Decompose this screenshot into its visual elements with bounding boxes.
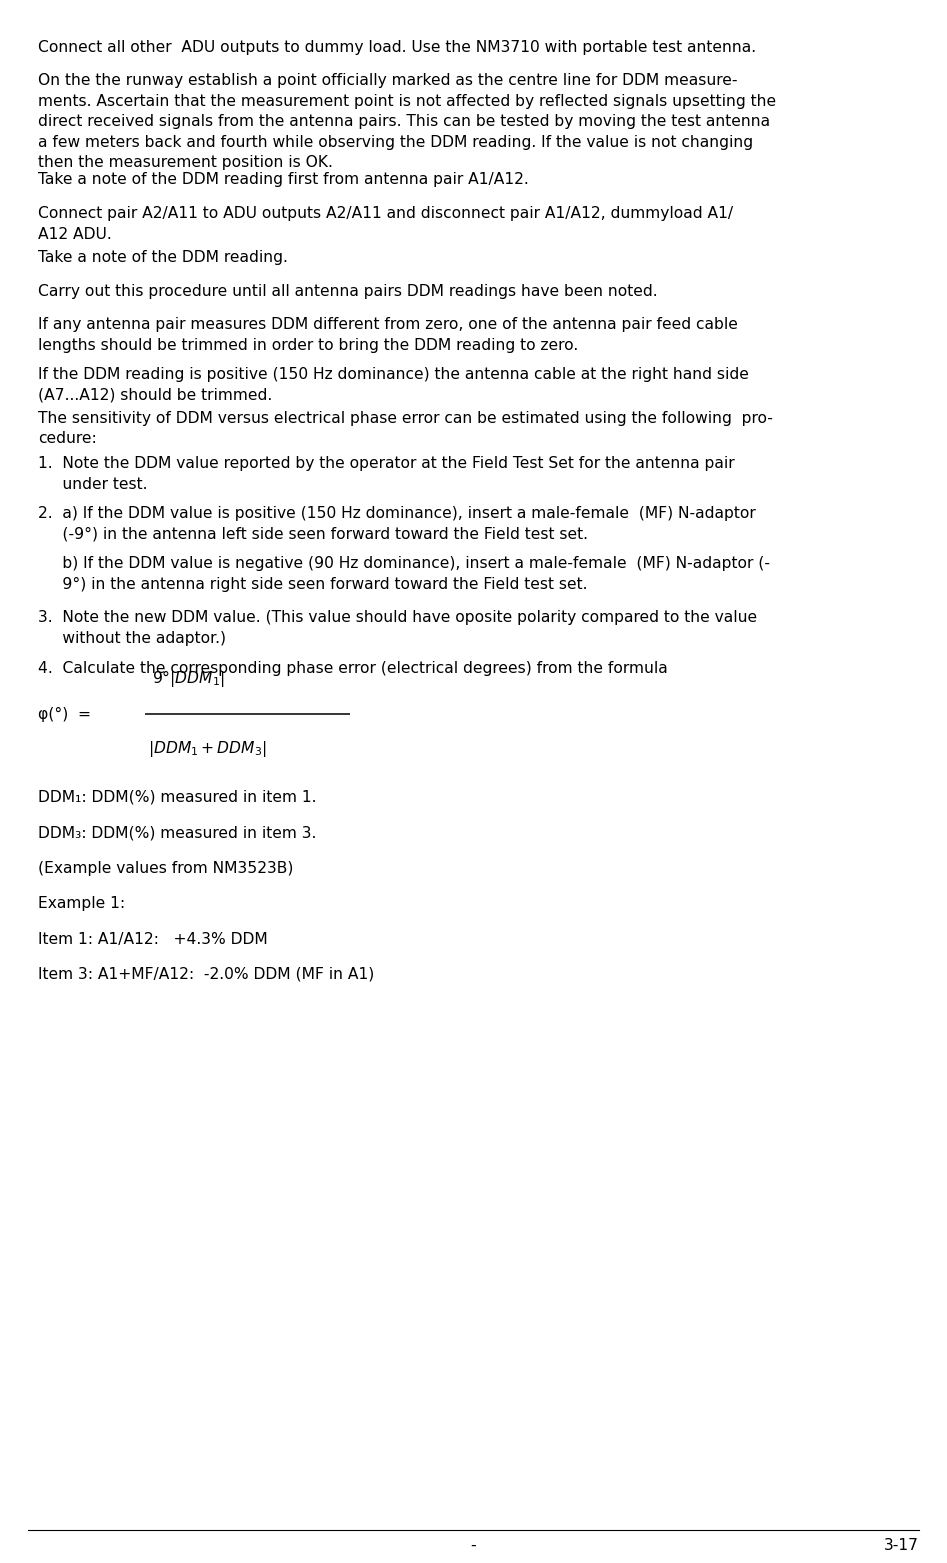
Text: On the the runway establish a point officially marked as the centre line for DDM: On the the runway establish a point offi… [38,73,776,170]
Text: -: - [471,1538,476,1552]
Text: b) If the DDM value is negative (90 Hz dominance), insert a male-female  (MF) N-: b) If the DDM value is negative (90 Hz d… [38,556,770,592]
Text: DDM₁: DDM(%) measured in item 1.: DDM₁: DDM(%) measured in item 1. [38,789,316,805]
Text: $|DDM_1 + DDM_3|$: $|DDM_1 + DDM_3|$ [148,739,266,760]
Text: φ(°)  =: φ(°) = [38,706,96,722]
Text: Item 3: A1+MF/A12:  -2.0% DDM (MF in A1): Item 3: A1+MF/A12: -2.0% DDM (MF in A1) [38,966,374,982]
Text: 4.  Calculate the corresponding phase error (electrical degrees) from the formul: 4. Calculate the corresponding phase err… [38,661,668,677]
Text: 3-17: 3-17 [884,1538,919,1552]
Text: (Example values from NM3523B): (Example values from NM3523B) [38,861,294,877]
Text: Carry out this procedure until all antenna pairs DDM readings have been noted.: Carry out this procedure until all anten… [38,284,657,299]
Text: DDM₃: DDM(%) measured in item 3.: DDM₃: DDM(%) measured in item 3. [38,825,316,841]
Text: Item 1: A1/A12:   +4.3% DDM: Item 1: A1/A12: +4.3% DDM [38,932,268,947]
Text: Connect pair A2/A11 to ADU outputs A2/A11 and disconnect pair A1/A12, dummyload : Connect pair A2/A11 to ADU outputs A2/A1… [38,206,733,242]
Text: The sensitivity of DDM versus electrical phase error can be estimated using the : The sensitivity of DDM versus electrical… [38,411,773,447]
Text: If any antenna pair measures DDM different from zero, one of the antenna pair fe: If any antenna pair measures DDM differe… [38,317,738,353]
Text: $9°|DDM_1|$: $9°|DDM_1|$ [152,669,224,689]
Text: 3.  Note the new DDM value. (This value should have oposite polarity compared to: 3. Note the new DDM value. (This value s… [38,611,757,646]
Text: Take a note of the DDM reading.: Take a note of the DDM reading. [38,250,288,266]
Text: 2.  a) If the DDM value is positive (150 Hz dominance), insert a male-female  (M: 2. a) If the DDM value is positive (150 … [38,506,756,542]
Text: 1.  Note the DDM value reported by the operator at the Field Test Set for the an: 1. Note the DDM value reported by the op… [38,456,735,492]
Text: Example 1:: Example 1: [38,897,125,911]
Text: Take a note of the DDM reading first from antenna pair A1/A12.: Take a note of the DDM reading first fro… [38,172,528,188]
Text: Connect all other  ADU outputs to dummy load. Use the NM3710 with portable test : Connect all other ADU outputs to dummy l… [38,39,756,55]
Text: If the DDM reading is positive (150 Hz dominance) the antenna cable at the right: If the DDM reading is positive (150 Hz d… [38,367,749,403]
